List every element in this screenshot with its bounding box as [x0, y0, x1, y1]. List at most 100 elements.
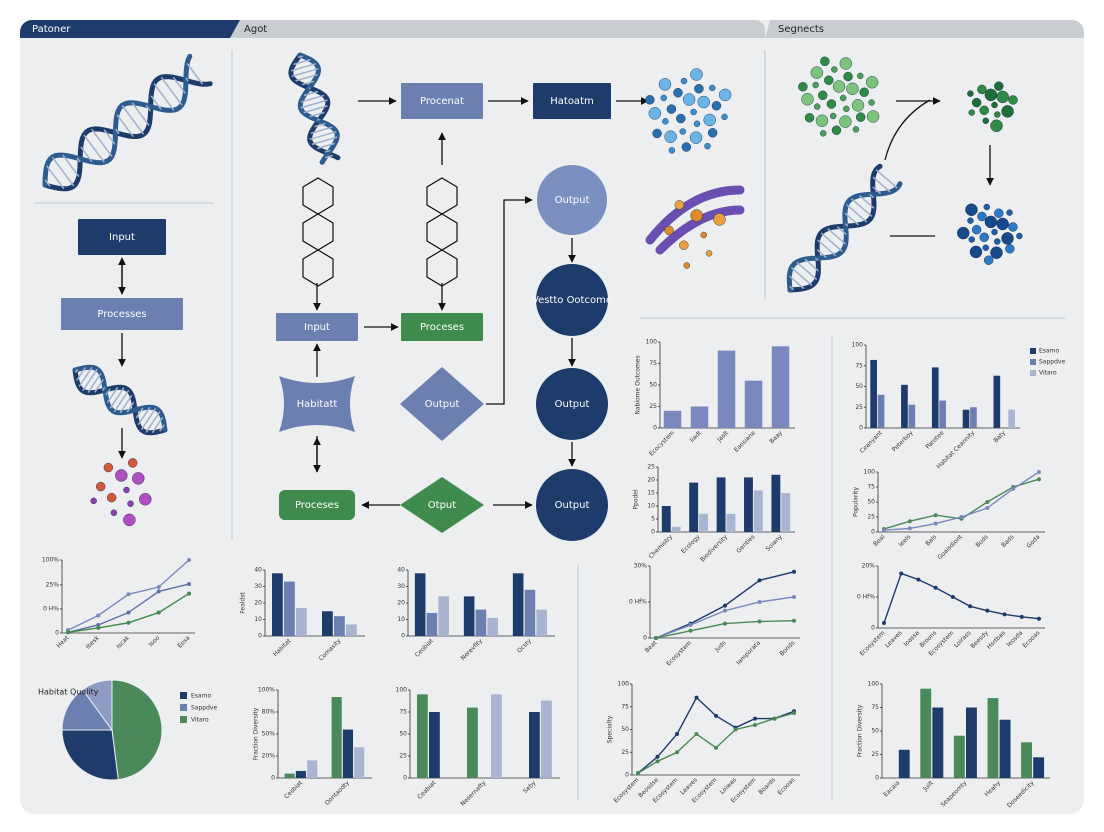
point	[1037, 477, 1041, 482]
point	[187, 558, 191, 562]
node-circle	[537, 165, 607, 235]
y-tick-label: 0 Hf%	[857, 594, 875, 601]
y-tick-label: 15	[647, 490, 655, 497]
flow-node: Output	[536, 368, 608, 440]
y-tick-label: 20	[397, 600, 405, 607]
node-label: Procenat	[420, 96, 464, 107]
bar	[1008, 409, 1015, 428]
y-tick-label: 30%	[634, 563, 648, 570]
protein-illustration	[839, 115, 852, 128]
protein-illustration	[718, 88, 732, 102]
arrows	[118, 97, 994, 509]
bar	[877, 394, 885, 428]
bar	[908, 404, 916, 428]
bar	[970, 407, 977, 428]
y-tick-label: 25	[621, 749, 629, 756]
y-tick-label: 30	[397, 583, 405, 590]
bar	[661, 506, 671, 532]
protein-illustration	[829, 112, 837, 120]
y-axis-label: Fraction Diversity	[253, 707, 260, 760]
y-tick-label: 50%	[262, 731, 276, 738]
point	[1019, 614, 1024, 619]
molecule-illustration	[96, 481, 106, 492]
bar	[962, 409, 970, 428]
protein-illustration	[694, 84, 704, 94]
point	[655, 754, 660, 759]
point	[792, 594, 796, 599]
node-label: Input	[304, 322, 330, 333]
y-tick-label: 10	[647, 503, 655, 510]
node-label: Otput	[428, 500, 456, 511]
network-illustration	[971, 97, 982, 108]
protein-illustration	[820, 56, 830, 67]
protein-illustration	[660, 94, 667, 102]
node-label: Output	[555, 399, 590, 410]
dna-rung	[87, 372, 102, 394]
molecule-illustration	[90, 497, 97, 505]
virus-illustration	[994, 208, 1004, 218]
virus-illustration	[996, 217, 1009, 231]
protein-illustration	[652, 128, 662, 139]
dna-rung	[316, 142, 336, 150]
y-tick-label: 100	[852, 342, 864, 349]
point	[1037, 616, 1041, 621]
point	[907, 526, 912, 531]
virus-illustration	[991, 228, 998, 236]
dna-rung	[300, 99, 328, 109]
bar	[512, 573, 524, 636]
bar	[307, 760, 318, 778]
point	[757, 578, 762, 583]
dna-rung	[814, 257, 819, 262]
dna-rung	[150, 95, 162, 110]
dna-rung	[151, 416, 164, 434]
protein-illustration	[851, 99, 865, 112]
point	[156, 585, 161, 590]
dna-rung	[153, 83, 175, 111]
dna-strand	[786, 181, 903, 293]
dna-strand	[288, 52, 341, 161]
y-tick-label: 40	[254, 567, 262, 574]
protein-illustration	[658, 78, 672, 91]
protein-illustration	[852, 126, 860, 133]
y-tick-label: 0	[653, 425, 657, 432]
network-illustration	[968, 109, 975, 116]
bar	[717, 350, 736, 428]
y-tick-label: 50	[649, 382, 657, 389]
molecule-illustration	[700, 231, 707, 239]
bar	[898, 749, 910, 778]
bar	[781, 493, 791, 532]
molecule-illustration	[674, 200, 685, 210]
y-tick-label: 100	[646, 339, 658, 346]
y-tick-label: 0	[651, 529, 655, 536]
dna-rung	[51, 156, 75, 187]
dna-rung	[76, 157, 81, 163]
virus-illustration	[1005, 244, 1015, 254]
point	[126, 620, 131, 625]
molecule-illustration	[110, 509, 118, 516]
bar	[463, 596, 475, 636]
flow-node: Habitatt	[279, 376, 355, 432]
dna-rung	[172, 76, 186, 94]
point	[757, 619, 762, 624]
point	[688, 623, 693, 628]
dna-rung	[303, 90, 319, 97]
pie-slice	[81, 679, 113, 732]
protein-illustration	[865, 76, 879, 89]
dna-rung	[324, 154, 334, 159]
protein-illustration	[819, 130, 827, 137]
bar	[429, 712, 440, 778]
dna-rung	[82, 368, 98, 392]
dna-rung	[317, 118, 320, 121]
dna-rung	[796, 261, 818, 281]
point	[985, 500, 990, 504]
bar	[272, 573, 283, 636]
y-tick-label: 0	[403, 775, 407, 782]
point	[916, 577, 921, 582]
virus-illustration	[982, 244, 989, 251]
point	[933, 513, 938, 518]
dna-rung	[290, 62, 317, 72]
legend-swatch	[1030, 359, 1036, 365]
dna-rung	[309, 111, 325, 118]
y-axis-label: Fraction Diversity	[857, 704, 864, 757]
molecule-illustration	[115, 469, 128, 482]
